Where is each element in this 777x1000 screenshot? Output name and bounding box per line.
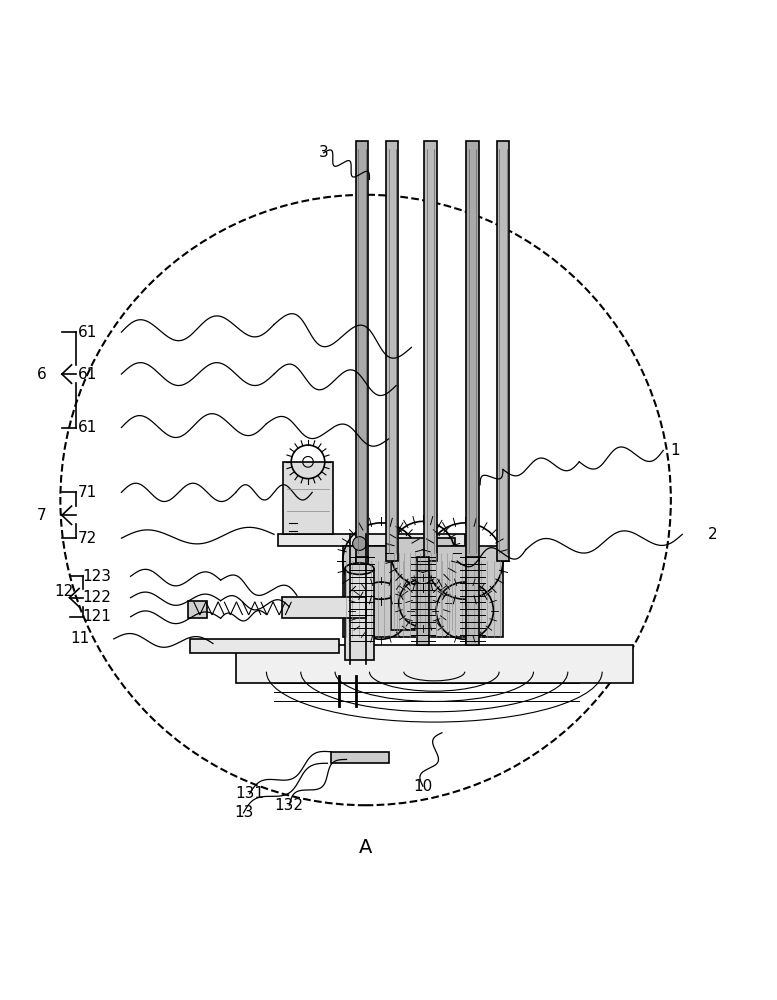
Bar: [278, 534, 465, 546]
Text: 2: 2: [708, 527, 718, 542]
Circle shape: [353, 537, 367, 550]
Text: 13: 13: [234, 805, 253, 820]
Text: 132: 132: [275, 798, 304, 813]
Text: 72: 72: [78, 531, 96, 546]
Bar: [391, 538, 455, 630]
Text: 10: 10: [413, 779, 433, 794]
Ellipse shape: [345, 563, 374, 574]
Text: 7: 7: [37, 508, 46, 523]
Text: 71: 71: [78, 485, 96, 500]
Bar: [343, 546, 419, 637]
Text: 61: 61: [78, 420, 97, 435]
Bar: [283, 462, 333, 534]
Text: 61: 61: [78, 325, 97, 340]
Bar: [282, 597, 366, 618]
Text: 61: 61: [78, 367, 97, 382]
Bar: [356, 557, 368, 645]
Text: 11: 11: [70, 631, 89, 646]
Text: 12: 12: [54, 584, 74, 599]
Text: 131: 131: [235, 786, 264, 801]
Bar: [331, 752, 388, 763]
Bar: [427, 546, 503, 637]
Text: 1: 1: [670, 443, 679, 458]
Text: 6: 6: [37, 367, 46, 382]
Bar: [188, 601, 207, 618]
Text: 122: 122: [82, 590, 111, 605]
Bar: [386, 141, 399, 561]
Bar: [424, 141, 437, 561]
Bar: [416, 557, 429, 645]
Bar: [356, 141, 368, 561]
Bar: [466, 141, 479, 561]
Bar: [466, 557, 479, 645]
Bar: [497, 141, 509, 561]
Bar: [345, 569, 374, 660]
Bar: [236, 645, 632, 683]
Bar: [190, 639, 339, 653]
Text: A: A: [359, 838, 372, 857]
Text: 123: 123: [82, 569, 111, 584]
Text: 3: 3: [319, 145, 329, 160]
Text: 121: 121: [82, 609, 111, 624]
